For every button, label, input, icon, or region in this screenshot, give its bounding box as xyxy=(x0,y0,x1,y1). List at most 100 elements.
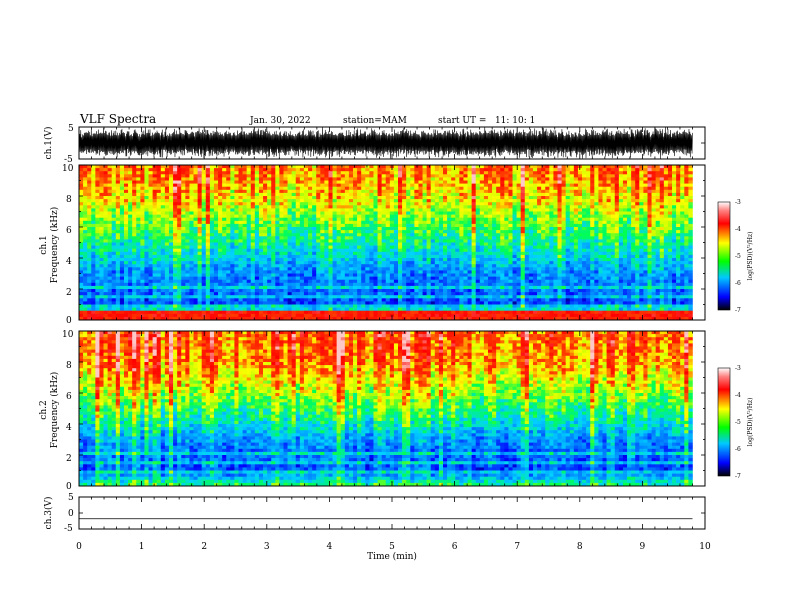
spectrogram-cell xyxy=(471,186,477,191)
spectrogram-cell xyxy=(83,285,88,290)
spectrogram-cell xyxy=(128,304,133,308)
spectrogram-cell xyxy=(271,304,276,308)
spectrogram-cell xyxy=(258,196,264,200)
spectrogram-cell xyxy=(250,202,256,206)
spectrogram-cell xyxy=(185,310,190,315)
spectrogram-cell xyxy=(475,171,481,175)
spectrogram-cell xyxy=(201,171,207,175)
spectrogram-cell xyxy=(279,251,284,256)
spectrogram-cell xyxy=(91,236,96,240)
spectrogram-cell xyxy=(181,264,186,268)
spectrogram-cell xyxy=(463,298,468,302)
spectrogram-cell xyxy=(123,270,129,274)
spectrogram-cell xyxy=(426,227,432,231)
spectrogram-cell xyxy=(258,304,264,308)
spectrogram-cell xyxy=(267,258,272,262)
spectrogram-cell xyxy=(148,258,153,262)
spectrogram-cell xyxy=(177,282,182,287)
spectrogram-cell xyxy=(119,279,125,284)
spectrogram-cell xyxy=(205,236,211,240)
spectrogram-cell xyxy=(267,180,272,184)
spectrogram-cell xyxy=(246,171,252,175)
spectrogram-cell xyxy=(373,189,378,194)
spectrogram-cell xyxy=(381,174,387,178)
spectrogram-cell xyxy=(279,242,284,246)
spectrogram-cell xyxy=(99,254,104,259)
spectrogram-cell xyxy=(250,205,256,209)
spectrogram-cell xyxy=(422,276,427,280)
spectrogram-cell xyxy=(111,168,117,172)
spectrogram-cell xyxy=(418,217,423,222)
spectrogram-cell xyxy=(164,264,170,268)
spectrogram-cell xyxy=(177,189,182,194)
spectrogram-cell xyxy=(242,276,247,280)
spectrogram-cell xyxy=(336,292,342,296)
spectrogram-cell xyxy=(197,202,202,206)
spectrogram-cell xyxy=(103,199,108,203)
spectrogram-cell xyxy=(246,316,252,321)
spectrogram-cell xyxy=(197,298,202,302)
spectrogram-cell xyxy=(344,230,350,234)
spectrogram-cell xyxy=(459,171,464,175)
spectrogram-cell xyxy=(189,171,194,175)
spectrogram-cell xyxy=(299,251,305,256)
spectrogram-cell xyxy=(115,267,121,271)
spectrogram-cell xyxy=(312,239,317,243)
spectrogram-cell xyxy=(303,307,309,311)
spectrogram-cell xyxy=(201,196,207,200)
spectrogram-cell xyxy=(258,295,264,299)
spectrogram-cell xyxy=(95,245,100,249)
spectrogram-cell xyxy=(426,220,432,225)
spectrogram-cell xyxy=(164,230,170,234)
spectrogram-cell xyxy=(123,183,129,187)
spectrogram-cell xyxy=(87,196,92,200)
spectrogram-cell xyxy=(303,251,309,256)
spectrogram-cell xyxy=(91,289,96,293)
spectrogram-cell xyxy=(205,205,211,209)
spectrogram-cell xyxy=(303,276,309,280)
spectrogram-cell xyxy=(402,276,407,280)
spectrogram-cell xyxy=(471,199,477,203)
spectrogram-cell xyxy=(402,199,407,203)
spectrogram-cell xyxy=(250,295,256,299)
spectrogram-cell xyxy=(103,223,108,228)
spectrogram-cell xyxy=(340,199,346,203)
spectrogram-cell xyxy=(123,214,129,218)
spectrogram-cell xyxy=(381,285,387,290)
spectrogram-cell xyxy=(107,242,113,246)
spectrogram-cell xyxy=(348,186,354,191)
spectrogram-cell xyxy=(91,196,96,200)
spectrogram-cell xyxy=(373,292,378,296)
spectrogram-cell xyxy=(430,292,436,296)
spectrogram-cell xyxy=(164,180,170,184)
spectrogram-cell xyxy=(87,192,92,197)
spectrogram-cell xyxy=(459,202,464,206)
spectrogram-cell xyxy=(185,223,190,228)
spectrogram-cell xyxy=(205,189,211,194)
spectrogram-cell xyxy=(189,258,194,262)
spectrogram-cell xyxy=(463,285,468,290)
spectrogram-cell xyxy=(107,233,113,237)
spectrogram-cell xyxy=(332,220,337,225)
spectrogram-cell xyxy=(136,282,141,287)
spectrogram-cell xyxy=(258,205,264,209)
spectrogram-cell xyxy=(348,174,354,178)
spectrogram-cell xyxy=(156,301,162,305)
spectrogram-cell xyxy=(95,180,100,184)
spectrogram-cell xyxy=(316,307,321,311)
spectrogram-cell xyxy=(128,186,133,191)
spectrogram-cell xyxy=(443,310,448,315)
spectrogram-cell xyxy=(226,236,231,240)
spectrogram-cell xyxy=(316,267,321,271)
spectrogram-cell xyxy=(103,227,108,231)
spectrogram-cell xyxy=(402,202,407,206)
spectrogram-cell xyxy=(250,276,256,280)
spectrogram-cell xyxy=(173,310,178,315)
spectrogram-cell xyxy=(410,292,415,296)
spectrogram-cell xyxy=(144,292,149,296)
spectrogram-cell xyxy=(312,189,317,194)
spectrogram-cell xyxy=(238,242,243,246)
spectrogram-cell xyxy=(291,217,297,222)
spectrogram-cell xyxy=(79,220,84,225)
spectrogram-cell xyxy=(271,248,276,253)
